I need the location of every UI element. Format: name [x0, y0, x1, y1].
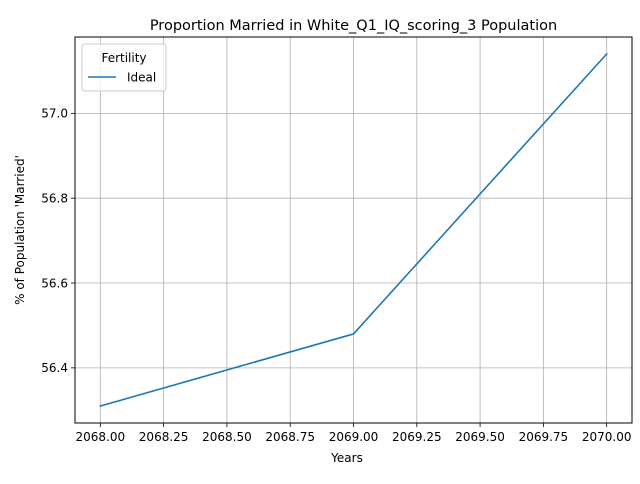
x-tick-label: 2069.00	[329, 430, 379, 444]
x-tick-label: 2068.25	[139, 430, 189, 444]
legend: Fertility Ideal	[81, 43, 167, 92]
x-tick-label: 2069.75	[519, 430, 569, 444]
y-tick-label: 56.4	[41, 361, 68, 375]
legend-label-ideal: Ideal	[127, 71, 156, 85]
series-layer	[99, 52, 608, 408]
x-tick-label: 2068.50	[202, 430, 252, 444]
x-tick-label: 2068.75	[265, 430, 315, 444]
x-tick-label: 2068.00	[76, 430, 126, 444]
y-tick-label: 56.8	[41, 191, 68, 205]
y-axis-label: % of Population 'Married'	[13, 155, 27, 305]
x-tick-label: 2069.25	[392, 430, 442, 444]
ticks: 2068.00 2068.25 2068.50 2068.75 2069.00 2069.…	[41, 107, 631, 444]
x-tick-label: 2069.50	[455, 430, 505, 444]
x-axis-label: Years	[330, 451, 363, 465]
grid	[75, 37, 632, 423]
legend-box	[81, 43, 167, 92]
chart-title: Proportion Married in White_Q1_IQ_scorin…	[150, 18, 557, 34]
series-line-ideal	[99, 52, 608, 408]
legend-title: Fertility	[101, 51, 146, 65]
y-tick-label: 57.0	[41, 107, 68, 121]
x-tick-label: 2070.00	[582, 430, 632, 444]
y-tick-label: 56.6	[41, 276, 68, 290]
